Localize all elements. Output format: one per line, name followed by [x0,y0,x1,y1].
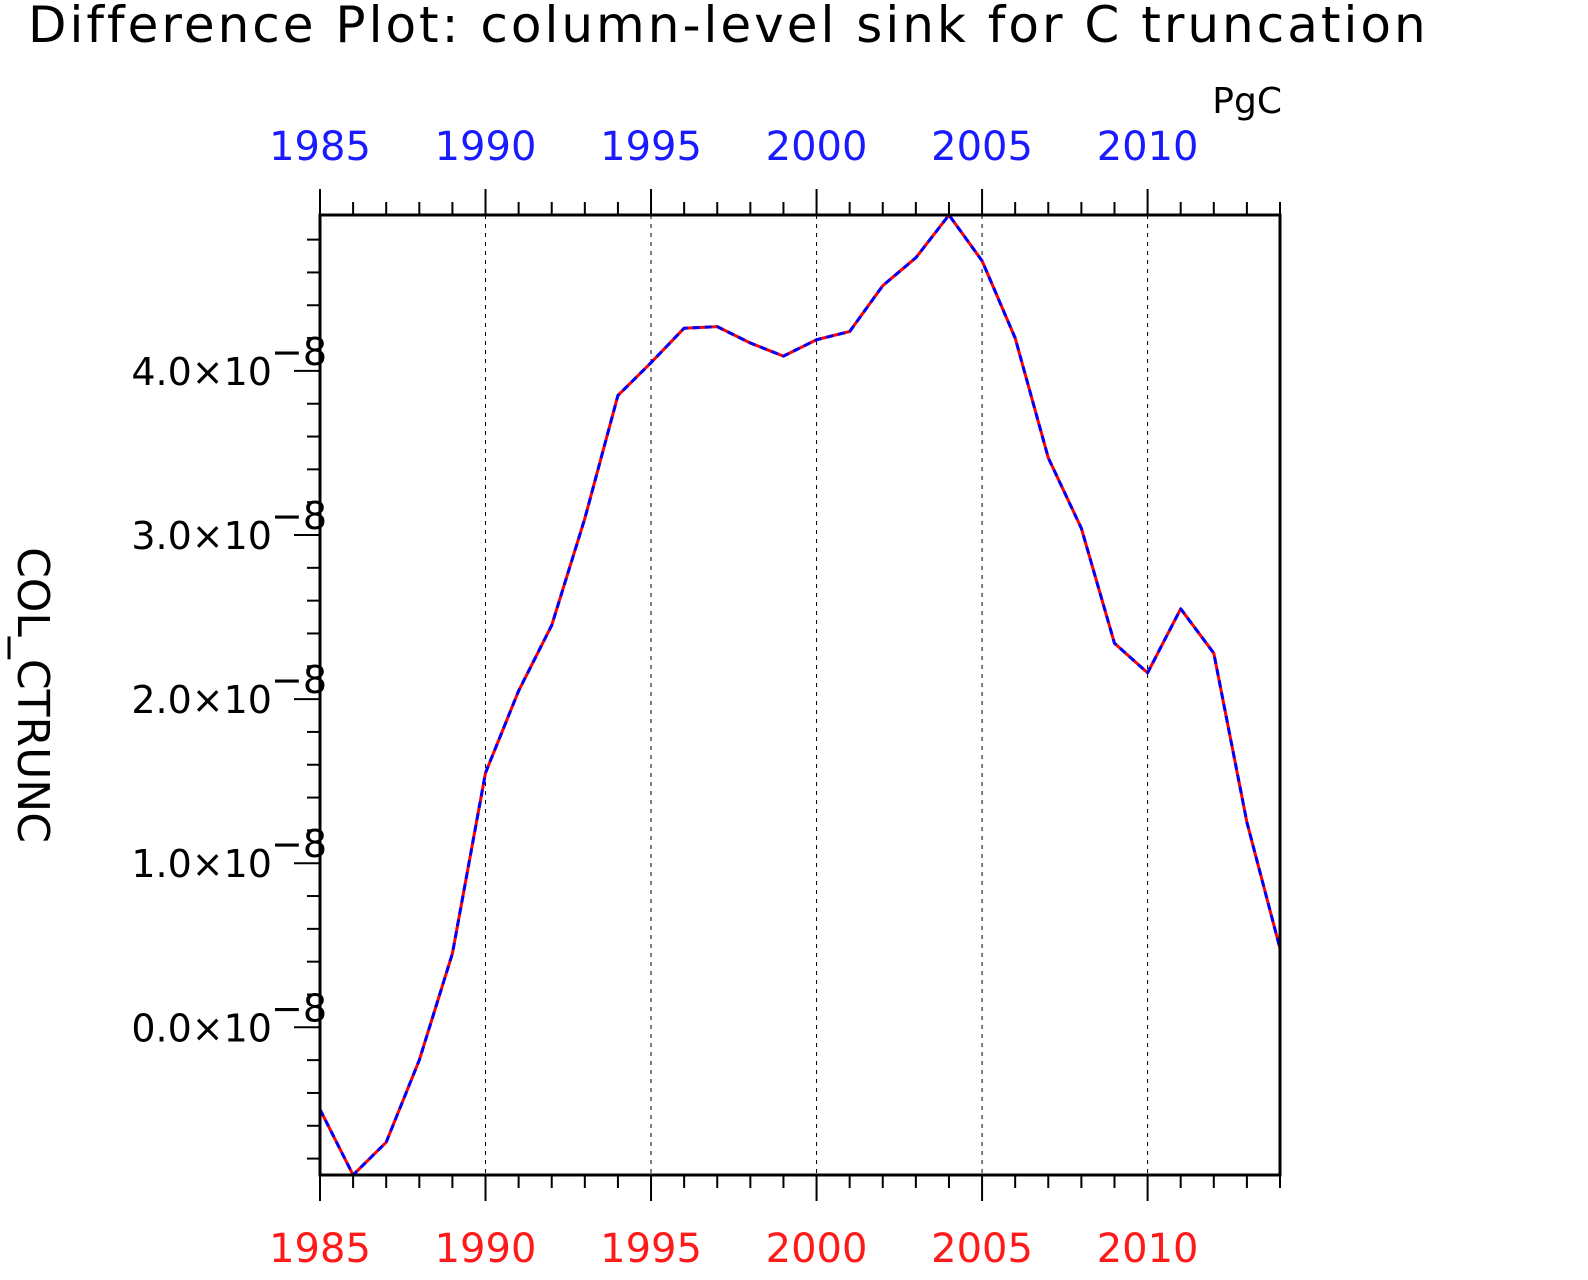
y-tick-label-4: 4.0×10 [131,350,272,394]
x-tick-label-bottom-1985: 1985 [269,1226,371,1272]
y-tick-exponent-1: −8 [271,822,327,866]
series-line-1 [318,213,1282,1177]
x-tick-label-bottom-2005: 2005 [931,1226,1033,1272]
x-tick-label-top-1985: 1985 [269,124,371,170]
y-tick-label-0: 0.0×10 [131,1006,272,1050]
x-tick-label-top-2005: 2005 [931,124,1033,170]
y-tick-label-2: 2.0×10 [131,678,272,722]
x-tick-label-top-2010: 2010 [1097,124,1199,170]
y-tick-exponent-2: −8 [271,658,327,702]
y-tick-exponent-4: −8 [271,330,327,374]
y-axis-label: COL_CTRUNC [7,547,58,843]
series-lines [318,213,1282,1177]
grid-lines [485,215,1149,1175]
y-tick-label-1: 1.0×10 [131,842,272,886]
axis-ticks [294,189,1281,1201]
x-tick-label-top-1990: 1990 [435,124,537,170]
series-line-0 [318,213,1282,1177]
x-tick-label-bottom-2000: 2000 [766,1226,868,1272]
tick-labels: 1985 1985 1990 1990 1995 1995 2000 2000 2005 2005… [131,124,1198,1272]
x-tick-label-bottom-1990: 1990 [435,1226,537,1272]
x-tick-label-top-1995: 1995 [600,124,702,170]
plot-frame [318,213,1282,1177]
x-tick-label-bottom-1995: 1995 [600,1226,702,1272]
chart-title: Difference Plot: column-level sink for C… [28,0,1429,54]
units-label: PgC [1212,81,1282,122]
y-tick-exponent-0: −8 [271,986,327,1030]
y-tick-exponent-3: −8 [271,494,327,538]
y-tick-label-3: 3.0×10 [131,514,272,558]
x-tick-label-top-2000: 2000 [766,124,868,170]
x-tick-label-bottom-2010: 2010 [1097,1226,1199,1272]
